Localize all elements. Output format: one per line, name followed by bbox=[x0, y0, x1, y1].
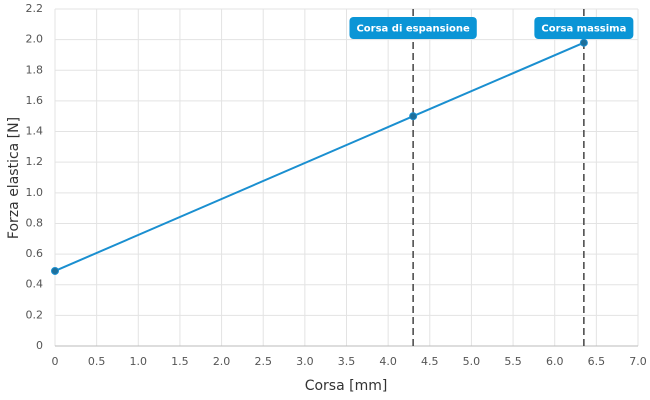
x-tick-label: 4.5 bbox=[421, 355, 439, 368]
x-tick-label: 5.5 bbox=[504, 355, 522, 368]
x-tick-label: 3.5 bbox=[338, 355, 356, 368]
y-tick-label: 0.2 bbox=[26, 308, 44, 321]
y-axis-title: Forza elastica [N] bbox=[6, 117, 22, 239]
x-tick-label: 5.0 bbox=[463, 355, 481, 368]
y-tick-label: 2.2 bbox=[26, 2, 44, 15]
annotation-label: Corsa massima bbox=[541, 24, 626, 35]
x-tick-label: 2.5 bbox=[254, 355, 272, 368]
x-tick-label: 6.0 bbox=[546, 355, 564, 368]
x-tick-label: 1.0 bbox=[130, 355, 148, 368]
y-tick-label: 1.2 bbox=[26, 155, 44, 168]
x-tick-label: 2.0 bbox=[213, 355, 231, 368]
x-tick-label: 3.0 bbox=[296, 355, 314, 368]
x-tick-label: 0 bbox=[52, 355, 59, 368]
x-tick-label: 6.5 bbox=[588, 355, 606, 368]
y-tick-label: 1.0 bbox=[26, 186, 44, 199]
y-tick-label: 0 bbox=[36, 339, 43, 352]
y-tick-label: 0.6 bbox=[26, 247, 44, 260]
y-tick-label: 0.4 bbox=[26, 278, 44, 291]
annotation: Corsa massima bbox=[534, 17, 634, 39]
x-tick-label: 0.5 bbox=[88, 355, 106, 368]
y-tick-label: 1.8 bbox=[26, 63, 44, 76]
series-line bbox=[54, 41, 585, 272]
x-tick-label: 1.5 bbox=[171, 355, 189, 368]
point bbox=[51, 266, 59, 275]
y-tick-label: 1.4 bbox=[26, 125, 44, 138]
annotation: Corsa di espansione bbox=[349, 17, 477, 39]
point bbox=[579, 38, 588, 47]
annotation-label: Corsa di espansione bbox=[356, 24, 470, 35]
x-tick-label: 7.0 bbox=[629, 355, 647, 368]
y-tick-label: 0.8 bbox=[26, 216, 44, 229]
x-axis-title: Corsa [mm] bbox=[305, 378, 388, 394]
x-tick-label: 4.0 bbox=[379, 355, 397, 368]
annotation-box bbox=[349, 17, 477, 39]
annotation-box bbox=[534, 17, 634, 39]
y-tick-label: 1.6 bbox=[26, 94, 44, 107]
point bbox=[409, 112, 418, 121]
y-tick-label: 2.0 bbox=[26, 33, 44, 46]
